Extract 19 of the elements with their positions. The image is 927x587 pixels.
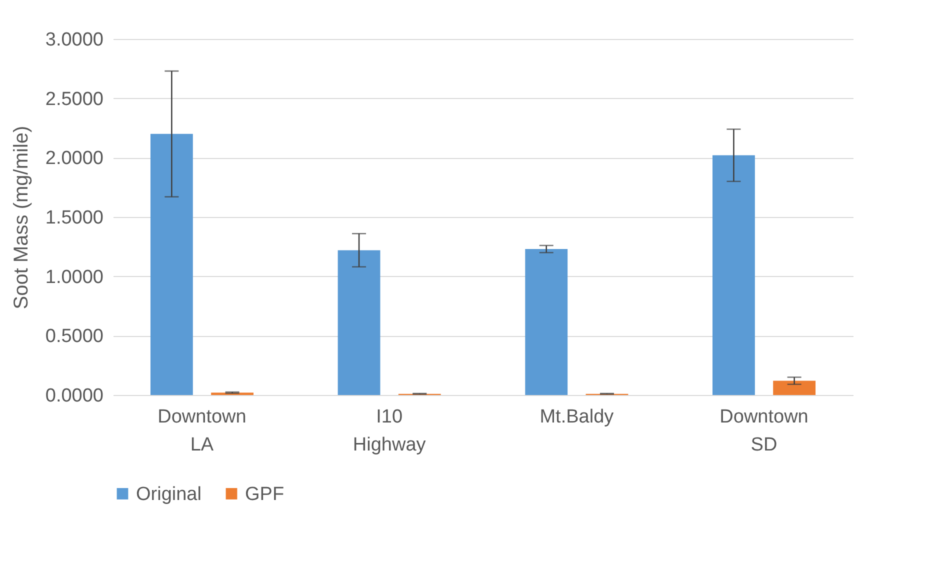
y-tick-label: 0.0000 (45, 386, 104, 406)
y-tick-label: 2.0000 (45, 148, 104, 170)
bar (773, 380, 816, 395)
bar (525, 249, 568, 395)
x-tick-label: Downtown LA (158, 406, 246, 456)
y-tick-label: 2.5000 (45, 88, 104, 110)
bar (712, 155, 755, 395)
legend-label: GPF (245, 484, 284, 505)
y-tick-label: 3.0000 (45, 30, 104, 50)
y-tick-label: 0.5000 (45, 326, 104, 348)
y-axis-title: Soot Mass (mg/mile) (10, 126, 32, 310)
bar (150, 134, 193, 395)
x-tick-label: Downtown SD (720, 406, 808, 456)
y-tick-label: 1.0000 (45, 266, 104, 288)
x-tick-label: I10 Highway (352, 406, 426, 456)
bar (338, 250, 380, 395)
legend-label: Original (136, 484, 202, 505)
y-tick-label: 1.5000 (45, 208, 104, 228)
x-tick-label: Mt.Baldy (540, 406, 614, 428)
